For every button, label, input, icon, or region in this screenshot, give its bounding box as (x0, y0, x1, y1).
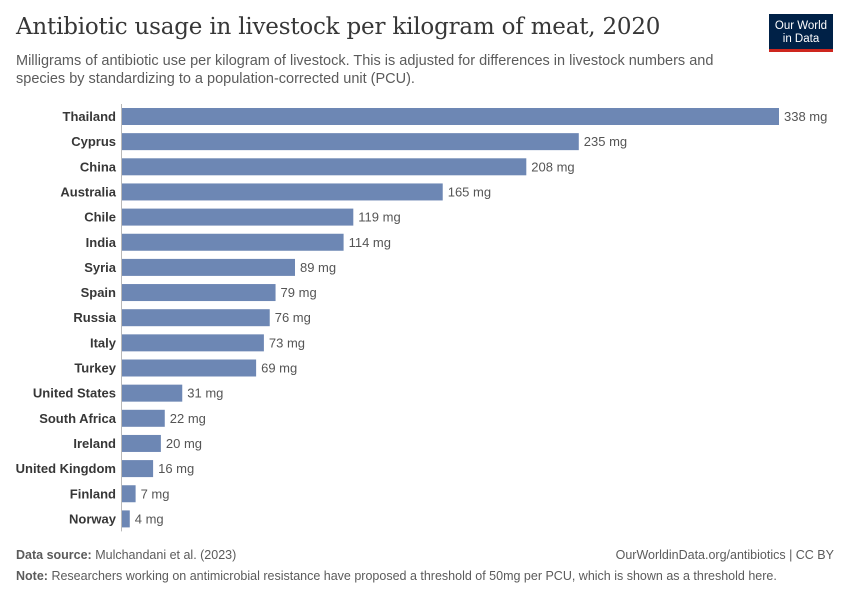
category-label: Russia (73, 310, 116, 325)
category-label: Italy (90, 335, 117, 350)
category-label: India (86, 235, 117, 250)
chart-subtitle: Milligrams of antibiotic use per kilogra… (16, 53, 714, 87)
bar[interactable] (122, 384, 183, 402)
bar[interactable] (122, 208, 354, 226)
bar[interactable] (122, 183, 443, 201)
value-label: 4 mg (135, 511, 164, 526)
bar[interactable] (122, 258, 295, 276)
bar[interactable] (122, 460, 154, 478)
bar[interactable] (122, 485, 136, 503)
category-label: Thailand (63, 109, 117, 124)
value-label: 79 mg (281, 285, 317, 300)
category-label: Finland (70, 486, 116, 501)
value-label: 69 mg (261, 361, 297, 376)
bar[interactable] (122, 510, 130, 528)
footer-note-row: Note: Researchers working on antimicrobi… (16, 569, 834, 583)
logo-line-2: in Data (782, 33, 820, 45)
category-label: Chile (84, 210, 116, 225)
category-label: China (80, 159, 117, 174)
value-label: 119 mg (358, 210, 400, 225)
owid-logo[interactable]: Our World in Data (769, 14, 833, 52)
bar[interactable] (122, 334, 264, 352)
category-label: South Africa (39, 411, 117, 426)
note-label: Note: (16, 569, 48, 583)
value-label: 31 mg (187, 386, 223, 401)
bar[interactable] (122, 108, 779, 125)
bar[interactable] (122, 309, 270, 327)
category-label: Syria (84, 260, 117, 275)
footer-source-row: Data source: Mulchandani et al. (2023) O… (16, 548, 834, 562)
bar[interactable] (122, 434, 161, 452)
value-label: 73 mg (269, 335, 305, 350)
category-label: Ireland (73, 436, 116, 451)
bar[interactable] (122, 284, 276, 302)
category-label: Spain (81, 285, 116, 300)
value-label: 76 mg (275, 310, 311, 325)
value-label: 338 mg (784, 109, 827, 124)
credit-link[interactable]: OurWorldinData.org/antibiotics | CC BY (615, 548, 834, 562)
value-label: 22 mg (170, 411, 206, 426)
source-label: Data source: (16, 548, 92, 562)
category-label: Australia (60, 184, 116, 199)
category-label: Turkey (74, 361, 116, 376)
value-label: 7 mg (141, 486, 170, 501)
value-label: 20 mg (166, 436, 202, 451)
value-label: 208 mg (531, 159, 574, 174)
value-label: 235 mg (584, 134, 627, 149)
bar[interactable] (122, 359, 257, 377)
category-label: Cyprus (71, 134, 116, 149)
bar[interactable] (122, 133, 579, 151)
value-label: 165 mg (448, 184, 491, 199)
value-label: 114 mg (349, 235, 391, 250)
value-label: 16 mg (158, 461, 194, 476)
note-value: Researchers working on antimicrobial res… (51, 569, 777, 583)
source-value[interactable]: Mulchandani et al. (2023) (95, 548, 237, 562)
logo-line-1: Our World (774, 20, 828, 32)
category-label: United States (33, 386, 116, 401)
value-label: 89 mg (300, 260, 336, 275)
category-label: United Kingdom (16, 461, 116, 476)
bar[interactable] (122, 158, 527, 176)
chart-title: Antibiotic usage in livestock per kilogr… (16, 14, 661, 40)
bar[interactable] (122, 233, 344, 251)
category-label: Norway (69, 511, 117, 526)
bar[interactable] (122, 409, 165, 427)
